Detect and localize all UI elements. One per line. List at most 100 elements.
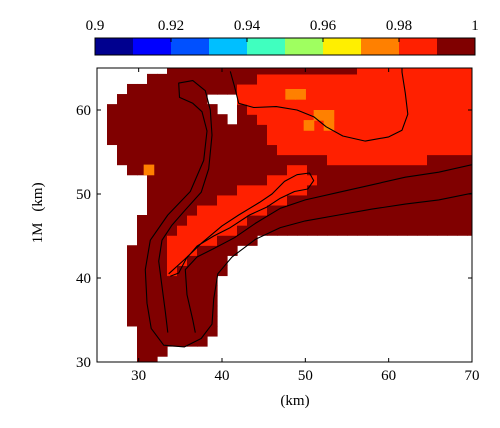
- heatmap-cell: [127, 275, 138, 287]
- colorbar-segment: [133, 38, 172, 55]
- heatmap-cell: [317, 154, 328, 166]
- heatmap-cell: [167, 194, 178, 206]
- x-axis-label: (km): [280, 393, 309, 409]
- heatmap-cell: [447, 144, 458, 156]
- heatmap-cell: [327, 215, 338, 226]
- heatmap-cell: [167, 255, 178, 266]
- heatmap-cell: [387, 124, 398, 135]
- heatmap-cell: [347, 215, 358, 226]
- heatmap-cell: [207, 265, 218, 277]
- heatmap-cell: [167, 275, 178, 287]
- heatmap-cell: [167, 215, 178, 226]
- heatmap-cell: [207, 164, 218, 176]
- heatmap-cell: [407, 144, 418, 156]
- heatmap-cell: [387, 73, 398, 85]
- heatmap-cell: [447, 164, 458, 176]
- heatmap-cell: [187, 295, 198, 307]
- heatmap-cell: [367, 164, 378, 176]
- heatmap-cell: [367, 174, 378, 186]
- heatmap-cell: [427, 114, 438, 125]
- heatmap-cell: [197, 255, 208, 266]
- heatmap-cell: [157, 346, 168, 357]
- heatmap-cell: [237, 104, 248, 115]
- heatmap-cell: [217, 184, 228, 196]
- heatmap-cell: [187, 215, 198, 226]
- heatmap-cell: [337, 225, 348, 236]
- heatmap-cell: [307, 83, 318, 95]
- heatmap-cell: [197, 164, 208, 176]
- heatmap-cell: [227, 194, 238, 206]
- heatmap-cell: [327, 68, 338, 75]
- heatmap-cell: [157, 144, 168, 156]
- heatmap-cell: [347, 124, 358, 135]
- heatmap-cell: [237, 204, 248, 216]
- heatmap-cell: [427, 204, 438, 216]
- heatmap-cell: [157, 335, 168, 347]
- heatmap-cell: [387, 194, 398, 206]
- heatmap-cell: [317, 204, 328, 216]
- heatmap-cell: [217, 154, 228, 166]
- heatmap-cell: [457, 204, 468, 216]
- heatmap-cell: [397, 194, 408, 206]
- heatmap-cell: [277, 68, 288, 75]
- heatmap-cell: [137, 144, 148, 156]
- heatmap-cell: [247, 184, 258, 196]
- heatmap-cell: [397, 73, 408, 85]
- heatmap-cell: [187, 184, 198, 196]
- heatmap-cell: [117, 134, 128, 146]
- heatmap-cell: [457, 194, 468, 206]
- heatmap-cell: [127, 114, 138, 125]
- heatmap-cell: [317, 134, 328, 146]
- heatmap-cell: [437, 225, 448, 236]
- heatmap-cell: [127, 124, 138, 135]
- heatmap-cell: [417, 94, 428, 105]
- heatmap-cell: [227, 245, 238, 256]
- heatmap-cell: [207, 68, 218, 75]
- heatmap-cell: [307, 104, 318, 115]
- heatmap-cell: [337, 184, 348, 196]
- heatmap-cell: [407, 225, 418, 236]
- heatmap-cell: [437, 164, 448, 176]
- heatmap-cell: [137, 245, 148, 256]
- heatmap-cell: [267, 134, 278, 146]
- heatmap-cell: [197, 114, 208, 125]
- heatmap-cell: [127, 245, 138, 256]
- heatmap-cell: [337, 114, 348, 125]
- heatmap-cell: [437, 194, 448, 206]
- x-tick-label: 40: [215, 368, 230, 384]
- heatmap-cell: [137, 215, 148, 226]
- heatmap-cell: [187, 164, 198, 176]
- heatmap-cell: [297, 215, 308, 226]
- heatmap-cell: [137, 255, 148, 266]
- heatmap-cell: [197, 73, 208, 85]
- heatmap-cell: [127, 265, 138, 277]
- heatmap-cell: [177, 315, 188, 327]
- heatmap-cell: [167, 295, 178, 307]
- heatmap-cell: [117, 124, 128, 135]
- heatmap-cell: [237, 73, 248, 85]
- heatmap-cell: [147, 104, 158, 115]
- heatmap-cell: [147, 305, 158, 317]
- heatmap-cell: [367, 124, 378, 135]
- heatmap-cell: [297, 225, 308, 236]
- heatmap-cell: [257, 68, 268, 75]
- heatmap-cell: [247, 194, 258, 206]
- heatmap-cell: [177, 265, 188, 277]
- colorbar-tick-label: 0.98: [386, 18, 412, 34]
- heatmap-cell: [257, 94, 268, 105]
- heatmap-cell: [167, 94, 178, 105]
- heatmap-cell: [197, 285, 208, 297]
- heatmap-cell: [307, 225, 318, 236]
- heatmap-cell: [177, 225, 188, 236]
- y-axis-label: (km): [30, 182, 46, 211]
- x-tick-label: 30: [131, 368, 146, 384]
- heatmap-cell: [347, 83, 358, 95]
- heatmap-cell: [277, 73, 288, 85]
- heatmap-cell: [407, 174, 418, 186]
- heatmap-cell: [197, 144, 208, 156]
- heatmap-cell: [217, 174, 228, 186]
- heatmap-cell: [357, 225, 368, 236]
- heatmap-cell: [457, 124, 468, 135]
- heatmap-cell: [397, 94, 408, 105]
- heatmap-cell: [157, 154, 168, 166]
